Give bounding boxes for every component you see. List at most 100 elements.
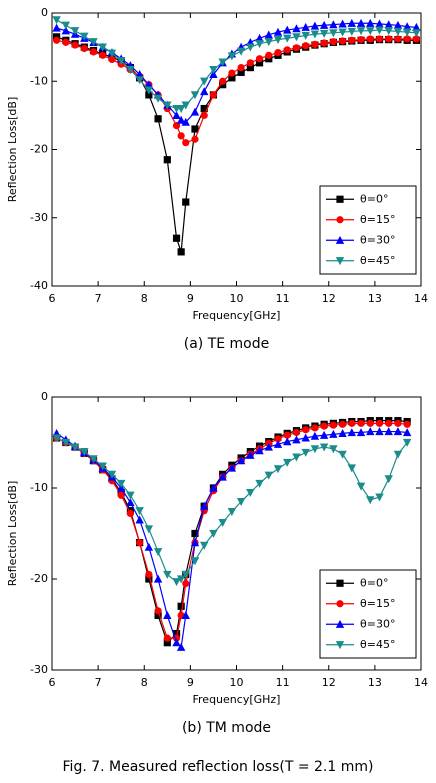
marker [366, 419, 374, 427]
marker [302, 426, 310, 434]
marker [246, 450, 255, 459]
marker [191, 135, 199, 143]
marker [153, 548, 163, 557]
marker [301, 31, 310, 40]
marker [385, 419, 393, 427]
marker [70, 443, 80, 452]
x-tick-label: 13 [368, 676, 382, 689]
marker [310, 21, 320, 30]
marker [255, 446, 264, 455]
marker [172, 630, 181, 638]
marker [177, 132, 185, 140]
marker [273, 465, 283, 474]
marker [227, 52, 237, 61]
marker [394, 35, 402, 43]
marker [273, 439, 283, 448]
marker [191, 125, 199, 133]
marker [135, 515, 144, 524]
marker [402, 22, 412, 31]
legend-box [319, 569, 417, 659]
marker [348, 36, 356, 44]
marker [176, 104, 186, 113]
marker [209, 483, 218, 492]
x-tick-label: 12 [322, 292, 336, 305]
marker [200, 77, 209, 86]
marker [384, 427, 393, 436]
marker [70, 27, 80, 36]
marker [62, 38, 70, 46]
legend-label: θ=0° [360, 576, 388, 589]
marker [319, 29, 329, 38]
marker [218, 472, 227, 481]
marker [153, 574, 163, 583]
marker [236, 456, 246, 465]
marker [319, 430, 329, 439]
marker [310, 30, 320, 39]
x-tick-label: 10 [230, 292, 244, 305]
marker [301, 22, 310, 31]
marker [292, 44, 301, 52]
marker [394, 419, 402, 427]
marker [356, 18, 366, 27]
x-tick-label: 11 [276, 676, 290, 689]
marker [209, 91, 218, 99]
marker [273, 36, 283, 45]
marker [292, 453, 301, 462]
marker [336, 195, 344, 203]
marker [338, 28, 347, 37]
marker [402, 438, 412, 447]
x-tick-label: 12 [322, 676, 336, 689]
marker [347, 27, 357, 36]
marker [154, 611, 162, 619]
marker [329, 421, 337, 429]
marker [302, 42, 310, 50]
marker [89, 455, 98, 464]
marker [336, 579, 344, 587]
marker [273, 27, 283, 36]
y-tick-label: 0 [41, 6, 48, 19]
marker [172, 122, 181, 130]
marker [246, 43, 255, 52]
marker [292, 24, 301, 33]
marker [283, 437, 292, 446]
marker [89, 38, 98, 47]
marker [89, 48, 98, 56]
x-tick-label: 9 [187, 676, 194, 689]
marker [384, 27, 393, 36]
marker [71, 41, 79, 49]
series-line [56, 437, 408, 583]
marker [144, 542, 154, 551]
marker [98, 43, 107, 52]
x-tick-label: 6 [49, 676, 56, 689]
marker [283, 458, 292, 467]
marker [209, 529, 218, 538]
marker [366, 427, 375, 436]
marker [107, 470, 117, 479]
marker [338, 450, 347, 459]
marker [116, 57, 126, 66]
x-axis-label: Frequency[GHz] [193, 309, 281, 322]
y-axis-label: Reflection Loss[dB] [6, 481, 19, 586]
marker [348, 419, 356, 427]
legend-label: θ=15° [360, 213, 395, 226]
series-line [56, 420, 408, 644]
marker [283, 431, 291, 439]
marker [135, 507, 144, 516]
marker [366, 18, 375, 27]
series-line [56, 430, 408, 649]
marker [246, 64, 254, 72]
marker [61, 21, 71, 30]
marker [154, 115, 162, 123]
marker [172, 110, 181, 119]
marker [385, 35, 393, 43]
x-tick-label: 13 [368, 292, 382, 305]
marker [182, 139, 190, 147]
marker [190, 91, 200, 100]
marker [145, 570, 153, 579]
marker [227, 463, 237, 472]
marker [177, 602, 185, 610]
marker [393, 27, 403, 36]
marker [153, 94, 163, 103]
marker [255, 59, 264, 67]
marker [335, 257, 345, 266]
